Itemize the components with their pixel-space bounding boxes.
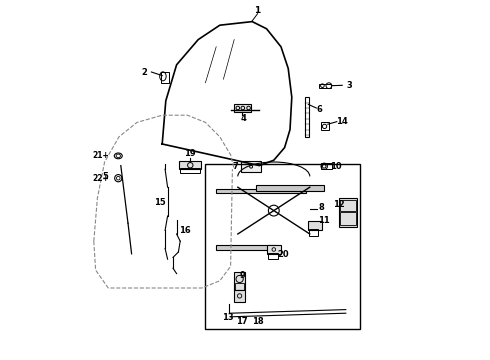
- Bar: [268, 253, 278, 259]
- Bar: [205, 164, 360, 329]
- Text: 19: 19: [184, 149, 196, 158]
- Text: 20: 20: [277, 250, 289, 259]
- Text: 9: 9: [239, 271, 245, 280]
- Text: 8: 8: [318, 202, 324, 212]
- Text: 11: 11: [318, 216, 330, 225]
- Bar: [235, 283, 244, 290]
- Text: 18: 18: [252, 317, 264, 325]
- Bar: [242, 161, 261, 172]
- Bar: [216, 245, 277, 250]
- Text: 13: 13: [222, 313, 234, 322]
- Text: 12: 12: [333, 200, 345, 209]
- Bar: [234, 272, 245, 290]
- Text: 4: 4: [240, 114, 246, 122]
- Text: 2: 2: [141, 68, 147, 77]
- Text: 14: 14: [336, 117, 348, 126]
- Text: 7: 7: [232, 162, 238, 171]
- Bar: [339, 198, 357, 227]
- Text: 5: 5: [102, 172, 108, 181]
- Text: 21+: 21+: [92, 151, 109, 160]
- Text: 16: 16: [179, 226, 191, 235]
- Text: 15: 15: [154, 198, 166, 207]
- Text: 3: 3: [346, 81, 352, 90]
- Bar: [256, 185, 324, 191]
- Bar: [305, 97, 309, 137]
- Bar: [340, 200, 356, 211]
- Bar: [319, 84, 331, 88]
- Bar: [162, 72, 169, 83]
- Text: 1: 1: [254, 6, 261, 15]
- Text: 22+: 22+: [92, 174, 109, 183]
- Bar: [321, 163, 332, 169]
- Bar: [309, 229, 318, 236]
- Bar: [234, 290, 245, 302]
- Bar: [267, 245, 281, 254]
- Bar: [180, 168, 200, 173]
- Bar: [216, 189, 306, 193]
- Bar: [308, 221, 322, 230]
- Text: 6: 6: [317, 105, 323, 114]
- Text: 10: 10: [330, 162, 342, 171]
- Bar: [340, 212, 356, 225]
- Bar: [179, 161, 201, 169]
- Bar: [234, 104, 251, 112]
- Text: 17: 17: [236, 317, 248, 325]
- Bar: [320, 122, 328, 130]
